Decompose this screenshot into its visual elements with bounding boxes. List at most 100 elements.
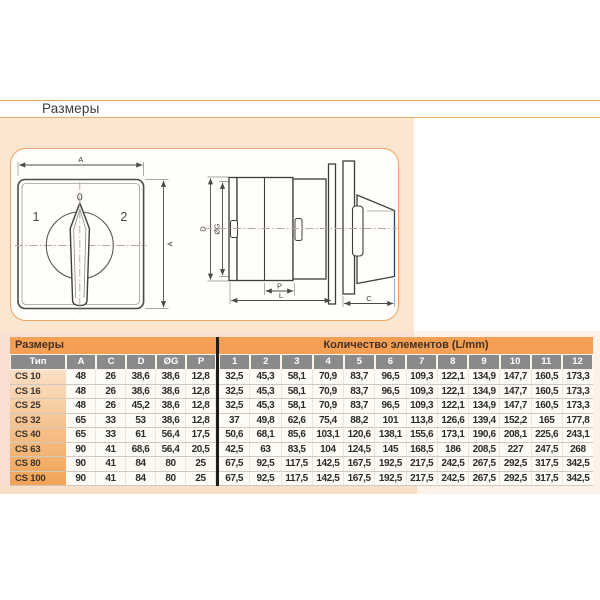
element-value: 117,5 <box>282 457 313 471</box>
element-value: 217,5 <box>407 471 438 485</box>
row-type: CS 63 <box>15 443 41 455</box>
col-header-3: 3 <box>281 353 313 370</box>
col-header-5: 5 <box>343 353 375 370</box>
element-value: 67,5 <box>219 457 251 471</box>
element-value: 134,9 <box>469 399 501 413</box>
table-row: CS 63 90 41 68,6 56,4 20,5 42,5 63 83,5 104 124,5 1… <box>10 442 593 457</box>
element-value: 247,5 <box>532 442 563 456</box>
table-row: CS 100 90 41 84 80 25 67,5 92,5 117,5 142,5 167,5 1… <box>10 471 593 486</box>
group-header-row: Размеры Количество элементов (L/mm) <box>10 337 593 354</box>
element-value: 103,1 <box>313 428 344 442</box>
table-row: CS 10 48 26 38,6 38,6 12,8 32,5 45,3 58,1 70,9 83,… <box>10 370 593 385</box>
dim-value: 80 <box>156 457 186 471</box>
element-value: 42,5 <box>219 442 251 456</box>
element-value: 208,1 <box>500 428 532 442</box>
element-value: 109,3 <box>407 384 438 398</box>
row-type: CS 40 <box>15 429 41 441</box>
element-value: 167,5 <box>344 471 376 485</box>
element-value: 50,6 <box>219 428 251 442</box>
dim-value: 45,2 <box>126 399 156 413</box>
dim-value: 26 <box>96 384 126 398</box>
dim-value: 41 <box>96 471 126 485</box>
element-value: 32,5 <box>219 384 251 398</box>
col-header-C: C <box>96 353 126 370</box>
element-value: 217,5 <box>407 457 438 471</box>
element-value: 134,9 <box>469 384 501 398</box>
element-value: 117,5 <box>282 471 313 485</box>
dim-label-front-width: A <box>78 155 83 164</box>
element-value: 155,6 <box>407 428 438 442</box>
row-type: CS 25 <box>15 400 41 412</box>
dim-value: 65 <box>66 413 96 427</box>
heading-rule-bottom <box>0 117 600 118</box>
table-row: CS 80 90 41 84 80 25 67,5 92,5 117,5 142,5 167,5 19… <box>10 457 593 472</box>
dim-label-handle-depth: C <box>366 294 372 303</box>
element-value: 85,6 <box>282 428 313 442</box>
background-band <box>0 331 414 337</box>
dim-value: 17,5 <box>186 428 216 442</box>
element-value: 37 <box>219 413 251 427</box>
element-value: 120,6 <box>344 428 376 442</box>
element-value: 147,7 <box>500 370 532 384</box>
element-value: 96,5 <box>375 384 407 398</box>
col-header-D: D <box>126 353 156 370</box>
element-value: 109,3 <box>407 399 438 413</box>
table-row: CS 32 65 33 53 38,6 12,8 37 49,8 62,6 75,4 88,2 101… <box>10 413 593 428</box>
element-value: 83,5 <box>282 442 313 456</box>
dim-value: 33 <box>96 413 126 427</box>
dim-value: 56,4 <box>156 428 186 442</box>
dim-value: 25 <box>186 471 216 485</box>
element-value: 58,1 <box>282 370 313 384</box>
dim-value: 48 <box>66 399 96 413</box>
element-value: 70,9 <box>313 399 344 413</box>
element-value: 267,5 <box>469 471 501 485</box>
col-header-12: 12 <box>561 353 594 370</box>
col-header-2: 2 <box>250 353 282 370</box>
element-value: 147,7 <box>500 384 532 398</box>
element-value: 167,5 <box>344 457 376 471</box>
element-value: 113,8 <box>407 413 438 427</box>
col-header-11: 11 <box>530 353 562 370</box>
element-value: 92,5 <box>250 471 282 485</box>
element-value: 160,5 <box>532 399 563 413</box>
element-value: 70,9 <box>313 370 344 384</box>
dim-value: 53 <box>126 413 156 427</box>
table-body: CS 10 48 26 38,6 38,6 12,8 32,5 45,3 58,1 70,9 83,… <box>10 370 593 486</box>
dim-value: 61 <box>126 428 156 442</box>
element-value: 342,5 <box>566 472 590 484</box>
dim-value: 90 <box>66 471 96 485</box>
element-value: 190,6 <box>469 428 501 442</box>
background-band <box>593 337 600 486</box>
element-value: 101 <box>375 413 407 427</box>
table-row: CS 25 48 26 45,2 38,6 12,8 32,5 45,3 58,1 70,9 83,… <box>10 399 593 414</box>
element-value: 96,5 <box>375 370 407 384</box>
dim-value: 38,6 <box>126 370 156 384</box>
element-value: 243,1 <box>566 429 590 441</box>
dim-label-body-diameter: D <box>199 226 208 232</box>
element-value: 138,1 <box>375 428 407 442</box>
dim-value: 33 <box>96 428 126 442</box>
dim-value: 48 <box>66 384 96 398</box>
element-value: 292,5 <box>500 457 532 471</box>
element-value: 67,5 <box>219 471 251 485</box>
dim-value: 38,6 <box>126 384 156 398</box>
element-value: 83,7 <box>344 384 376 398</box>
position-label-left: 1 <box>33 210 40 224</box>
group-header-dimensions: Размеры <box>15 339 65 352</box>
dim-value: 65 <box>66 428 96 442</box>
dimensions-table: Размеры Количество элементов (L/mm) Тип A… <box>10 337 594 486</box>
element-value: 192,5 <box>375 457 407 471</box>
dim-value: 56,4 <box>156 442 186 456</box>
drawing-panel: A 0 1 2 <box>10 148 399 321</box>
element-value: 139,4 <box>469 413 501 427</box>
group-header-elements: Количество элементов (L/mm) <box>323 339 489 352</box>
element-value: 292,5 <box>500 471 532 485</box>
background-band <box>0 486 417 494</box>
dim-label-length: L <box>279 291 283 300</box>
element-value: 122,1 <box>438 399 469 413</box>
heading-rule-top <box>0 100 600 101</box>
element-value: 70,9 <box>313 384 344 398</box>
col-header-P: P <box>186 353 216 370</box>
col-header-A: A <box>66 353 96 370</box>
